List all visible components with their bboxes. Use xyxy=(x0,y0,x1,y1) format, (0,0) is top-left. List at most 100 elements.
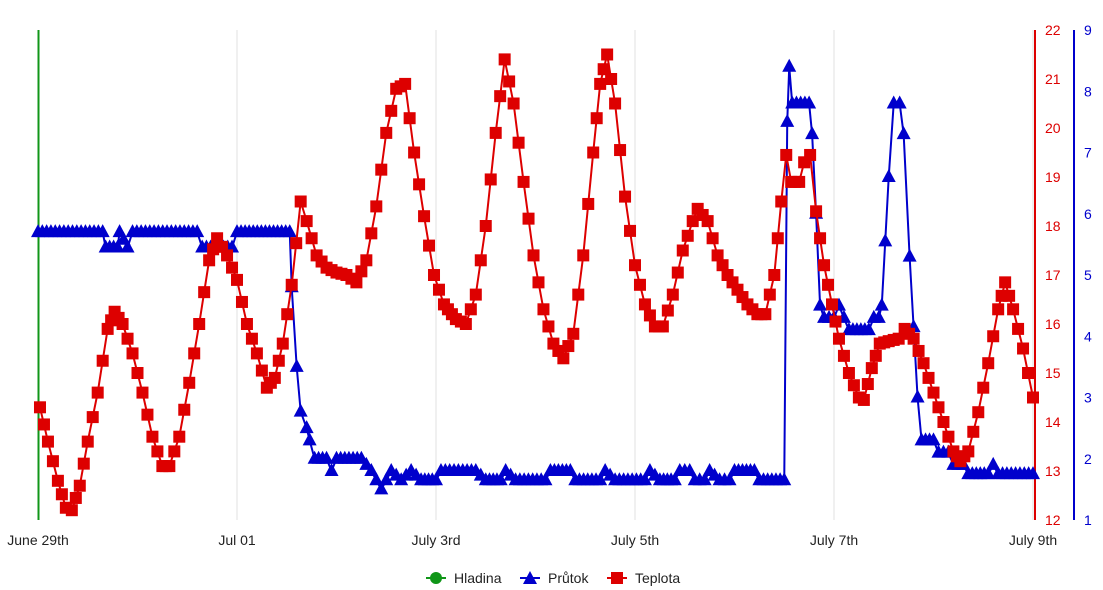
data-point[interactable] xyxy=(624,224,637,237)
data-point[interactable] xyxy=(962,445,975,458)
data-point[interactable] xyxy=(116,318,129,330)
data-point[interactable] xyxy=(878,233,893,247)
data-point[interactable] xyxy=(423,239,436,252)
data-point[interactable] xyxy=(701,215,714,228)
data-point[interactable] xyxy=(183,376,196,389)
legend-item-teplota[interactable]: Teplota xyxy=(607,570,680,586)
data-point[interactable] xyxy=(972,406,985,419)
data-point[interactable] xyxy=(1027,391,1039,404)
data-point[interactable] xyxy=(614,144,627,157)
data-point[interactable] xyxy=(370,200,383,213)
data-point[interactable] xyxy=(896,126,911,140)
data-point[interactable] xyxy=(484,173,497,186)
data-point[interactable] xyxy=(633,278,646,291)
data-point[interactable] xyxy=(168,445,181,458)
data-point[interactable] xyxy=(429,472,443,486)
data-point[interactable] xyxy=(869,349,882,362)
data-point[interactable] xyxy=(597,63,610,76)
data-point[interactable] xyxy=(1007,303,1020,316)
data-point[interactable] xyxy=(563,463,578,476)
data-point[interactable] xyxy=(999,276,1012,289)
data-point[interactable] xyxy=(557,352,570,365)
data-point[interactable] xyxy=(981,466,996,480)
data-point[interactable] xyxy=(55,488,68,501)
data-point[interactable] xyxy=(126,347,139,360)
data-point[interactable] xyxy=(350,276,363,289)
data-point[interactable] xyxy=(522,212,535,225)
data-point[interactable] xyxy=(587,146,600,159)
data-point[interactable] xyxy=(1012,322,1025,335)
data-point[interactable] xyxy=(360,254,373,267)
data-point[interactable] xyxy=(282,224,297,238)
data-point[interactable] xyxy=(281,308,294,321)
data-point[interactable] xyxy=(842,367,855,379)
data-point[interactable] xyxy=(489,126,502,139)
data-point[interactable] xyxy=(507,97,520,110)
data-point[interactable] xyxy=(643,309,656,322)
data-point[interactable] xyxy=(245,332,258,345)
data-point[interactable] xyxy=(305,232,318,245)
data-point[interactable] xyxy=(319,450,334,464)
data-point[interactable] xyxy=(364,463,379,476)
data-point[interactable] xyxy=(922,371,935,384)
data-point[interactable] xyxy=(503,75,516,88)
data-point[interactable] xyxy=(629,259,641,272)
data-point[interactable] xyxy=(537,303,550,316)
data-point[interactable] xyxy=(805,126,820,140)
data-point[interactable] xyxy=(1003,289,1016,302)
data-point[interactable] xyxy=(1022,367,1035,379)
data-point[interactable] xyxy=(190,224,205,238)
data-point[interactable] xyxy=(178,403,191,416)
data-point[interactable] xyxy=(469,288,482,301)
data-point[interactable] xyxy=(494,90,507,103)
data-point[interactable] xyxy=(837,349,850,362)
data-point[interactable] xyxy=(967,425,980,438)
data-point[interactable] xyxy=(686,215,699,228)
data-point[interactable] xyxy=(235,295,248,308)
data-point[interactable] xyxy=(163,460,176,473)
data-point[interactable] xyxy=(768,269,781,281)
data-point[interactable] xyxy=(493,472,508,486)
data-point[interactable] xyxy=(590,112,603,125)
data-point[interactable] xyxy=(892,332,905,345)
data-point[interactable] xyxy=(847,379,860,392)
data-point[interactable] xyxy=(324,463,339,476)
data-point[interactable] xyxy=(782,58,797,72)
data-point[interactable] xyxy=(775,195,788,208)
data-point[interactable] xyxy=(33,401,46,414)
data-point[interactable] xyxy=(527,249,540,262)
data-point[interactable] xyxy=(763,288,776,301)
data-point[interactable] xyxy=(355,265,368,278)
data-point[interactable] xyxy=(810,205,823,218)
data-point[interactable] xyxy=(250,347,263,360)
data-point[interactable] xyxy=(771,232,784,245)
data-point[interactable] xyxy=(231,273,243,286)
legend-item-prutok[interactable]: Průtok xyxy=(520,570,589,586)
data-point[interactable] xyxy=(892,95,907,109)
data-point[interactable] xyxy=(91,386,104,399)
data-point[interactable] xyxy=(385,104,398,117)
data-point[interactable] xyxy=(290,237,303,250)
data-point[interactable] xyxy=(459,318,472,330)
data-point[interactable] xyxy=(594,77,607,90)
data-point[interactable] xyxy=(121,332,134,345)
data-point[interactable] xyxy=(666,288,679,301)
data-point[interactable] xyxy=(601,48,614,61)
data-point[interactable] xyxy=(151,445,164,458)
data-point[interactable] xyxy=(532,276,545,289)
data-point[interactable] xyxy=(146,430,159,443)
data-point[interactable] xyxy=(221,249,234,262)
data-point[interactable] xyxy=(479,220,492,232)
data-point[interactable] xyxy=(188,347,201,360)
data-point[interactable] xyxy=(987,330,1000,343)
data-point[interactable] xyxy=(365,227,378,240)
data-point[interactable] xyxy=(65,504,78,517)
data-point[interactable] xyxy=(418,210,431,223)
data-point[interactable] xyxy=(577,249,590,262)
data-point[interactable] xyxy=(977,381,990,394)
data-point[interactable] xyxy=(95,224,110,238)
data-point[interactable] xyxy=(567,327,580,340)
data-point[interactable] xyxy=(992,303,1005,316)
data-point[interactable] xyxy=(293,403,308,417)
data-point[interactable] xyxy=(272,354,285,367)
